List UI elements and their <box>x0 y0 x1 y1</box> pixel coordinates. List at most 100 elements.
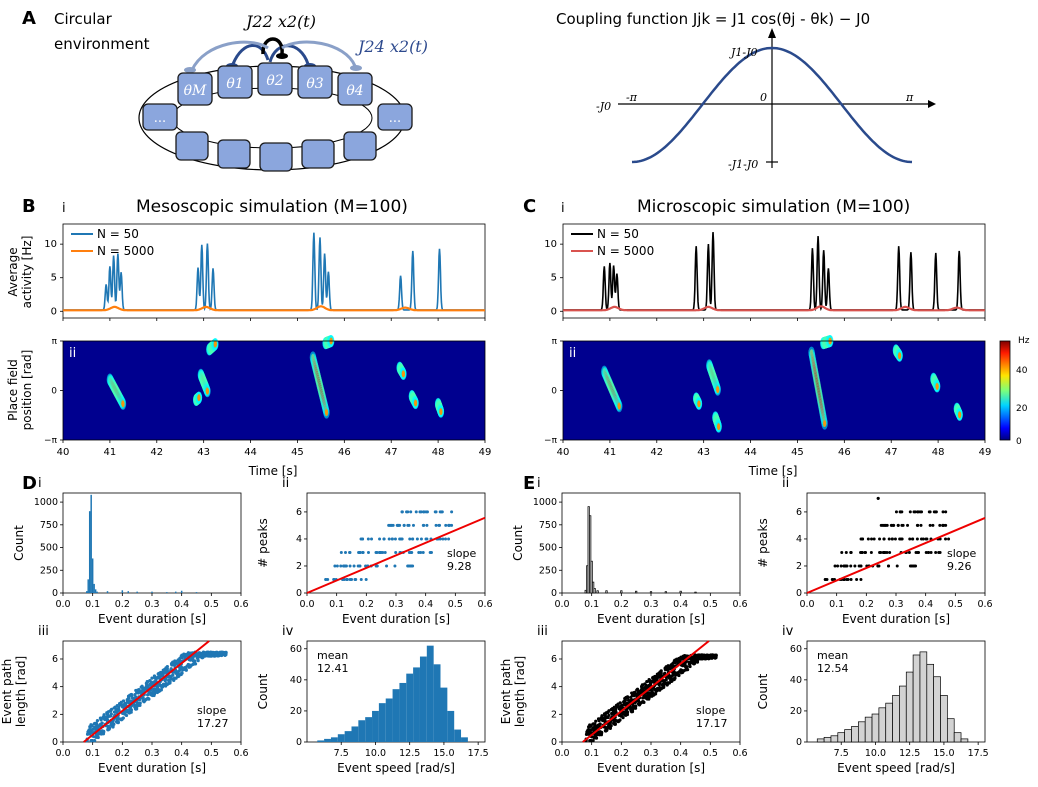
x-tick-label: 0.0 <box>55 599 70 610</box>
scatter-point <box>611 709 615 713</box>
scatter-point <box>448 523 452 527</box>
annotation: slope <box>447 547 476 560</box>
heat-core <box>439 408 443 416</box>
scatter-point <box>928 523 932 527</box>
scatter-point <box>915 523 919 527</box>
scatter-point <box>887 537 891 541</box>
hist-bar <box>635 590 638 594</box>
scatter-point <box>900 537 904 541</box>
y-tick-label: 4 <box>551 682 557 693</box>
scatter-point <box>152 674 157 678</box>
sub-label: iv <box>282 624 294 639</box>
b-ylabel-bottom-line2: position [rad] <box>20 350 34 431</box>
scatter-point <box>913 510 917 514</box>
hist-bar <box>93 583 95 593</box>
scatter-point <box>214 653 218 657</box>
scatter-point <box>914 550 918 554</box>
scatter-point <box>876 564 880 568</box>
scatter-point <box>419 510 423 514</box>
x-tick-label: 0.1 <box>329 599 344 610</box>
scatter-point <box>712 654 716 659</box>
y-tick-label: 0 <box>796 588 802 599</box>
x-tick-label: 10.0 <box>365 748 386 759</box>
scatter-point <box>908 510 912 514</box>
scatter-point <box>127 711 131 715</box>
scatter-point <box>390 537 394 541</box>
y-tick-label: 0 <box>51 387 57 397</box>
scatter-point <box>352 564 356 568</box>
scatter-point <box>876 496 880 500</box>
scatter-point <box>911 564 915 568</box>
sub-label: iii <box>38 624 49 639</box>
x-tick-label: 43 <box>697 447 710 458</box>
sub-label-b-i: i <box>62 201 66 216</box>
y-axis-label: Count <box>756 673 770 709</box>
scatter-point <box>683 665 688 669</box>
scatter-point <box>654 692 658 696</box>
y-tick-label: π <box>552 337 558 347</box>
scatter-point <box>853 564 857 568</box>
scatter-point <box>640 683 644 687</box>
scatter-point <box>707 654 712 658</box>
scatter-point <box>613 718 618 722</box>
b-xlabel: Time [s] <box>248 464 298 478</box>
x-tick-label: 15.0 <box>433 748 454 759</box>
hist-bar <box>837 732 846 743</box>
y-tick-label: 4 <box>796 534 802 545</box>
y-tick-label: 20 <box>790 706 802 717</box>
scatter-point <box>924 537 928 541</box>
annotation: slope <box>197 704 226 717</box>
y-tick-label: 10 <box>544 239 557 250</box>
scatter-point <box>884 523 888 527</box>
scatter-point <box>394 550 398 554</box>
scatter-point <box>624 713 628 717</box>
node-box <box>175 131 209 161</box>
y-tick-label: 6 <box>796 507 802 518</box>
y-tick-label: 500 <box>539 543 557 554</box>
scatter-point <box>421 550 425 554</box>
x-tick-label: 0.1 <box>85 748 100 759</box>
scatter-point <box>395 523 399 527</box>
hist-bar <box>440 687 448 742</box>
heat-core <box>401 370 406 378</box>
hist-bar <box>91 558 94 593</box>
scatter-point <box>125 700 130 704</box>
x-tick-label: 0.3 <box>888 599 903 610</box>
scatter-point <box>921 537 925 541</box>
hist-bar <box>406 673 414 742</box>
heat-core <box>716 386 720 394</box>
panel-c-title: Microscopic simulation (M=100) <box>637 197 910 217</box>
x-tick-label: 0.3 <box>643 599 658 610</box>
y-tick-label: 2 <box>52 709 58 720</box>
hist-bar <box>433 664 441 742</box>
top-tick-label: J1-J0 <box>729 46 758 59</box>
hist-bar <box>899 685 907 743</box>
hist-bar <box>136 591 138 593</box>
scatter-point <box>93 739 97 743</box>
scatter-point <box>653 687 657 692</box>
scatter-point <box>178 656 182 661</box>
x-tick-label: 0.2 <box>614 748 629 759</box>
hist-bar <box>926 663 935 743</box>
theta-label-1: θ1 <box>226 76 243 92</box>
node-box <box>259 142 293 172</box>
x-tick-label: 10.0 <box>865 748 886 759</box>
hist-bar <box>620 590 623 594</box>
pos-pi-label: π <box>905 91 914 104</box>
scatter-point <box>907 550 911 554</box>
y-tick-label: 500 <box>40 543 58 554</box>
hist-bar <box>844 729 852 743</box>
theta-label-3: θ3 <box>306 76 323 92</box>
arrow-to-theta4 <box>281 40 357 67</box>
x-tick-label: 12.5 <box>899 748 920 759</box>
annotation: 12.54 <box>817 662 849 675</box>
scatter-point <box>444 523 448 527</box>
scatter-point <box>891 523 895 527</box>
annotation: 17.27 <box>197 717 229 730</box>
heat-core <box>205 387 210 395</box>
scatter-point <box>339 564 343 568</box>
scatter-point <box>93 726 97 730</box>
node-box <box>177 72 213 106</box>
j22-label: J22 x2(t) <box>243 12 316 31</box>
hist-bar <box>413 667 420 742</box>
